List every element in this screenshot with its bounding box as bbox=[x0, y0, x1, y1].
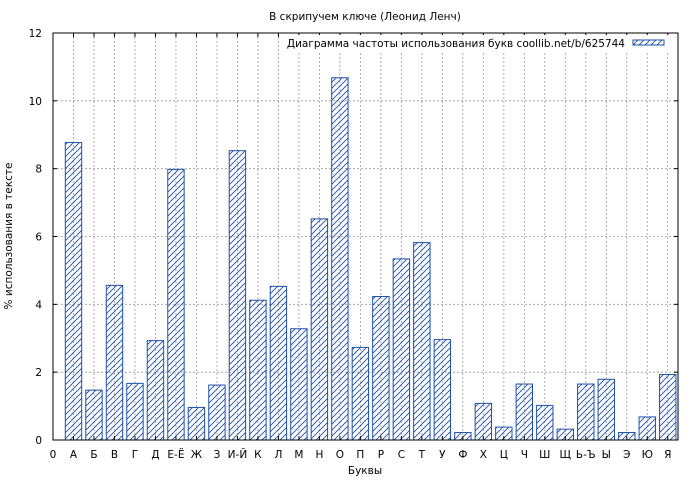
x-tick-label: 0 bbox=[50, 449, 57, 461]
x-tick-label: Ь-Ъ bbox=[576, 449, 596, 461]
bar bbox=[433, 339, 452, 441]
x-tick-label: Т bbox=[418, 449, 426, 461]
y-tick-label: 12 bbox=[29, 28, 42, 40]
bars bbox=[64, 77, 677, 441]
x-tick-label: Е-Ё bbox=[167, 448, 184, 461]
x-tick-label: Э bbox=[623, 449, 630, 461]
x-tick-label: Д bbox=[151, 449, 159, 461]
bar bbox=[392, 258, 411, 441]
x-tick-label: В bbox=[111, 449, 118, 461]
bar bbox=[536, 404, 554, 441]
x-tick-label: Я bbox=[664, 449, 671, 461]
x-axis-label: Буквы bbox=[348, 465, 382, 477]
y-axis-label: % использования в тексте bbox=[3, 163, 15, 310]
bar bbox=[146, 340, 165, 441]
bar bbox=[474, 402, 493, 441]
bar bbox=[372, 296, 390, 441]
x-tick-label: О bbox=[336, 449, 344, 461]
x-tick-label: Б bbox=[90, 449, 97, 461]
x-tick-label: Л bbox=[274, 449, 282, 461]
bar bbox=[659, 374, 677, 441]
x-tick-label: М bbox=[294, 449, 303, 461]
bar bbox=[577, 383, 595, 441]
y-tick-label: 4 bbox=[35, 299, 42, 311]
bar bbox=[515, 383, 534, 441]
tick-labels: 0 2 4 6 8 10 12 0 А Б В Г Д Е-Ё Ж З И-Й К Л М Н О П Р С Т У Ф Х Ц Ч Ш Щ Ь… bbox=[29, 28, 672, 461]
x-tick-label: Ы bbox=[602, 449, 611, 461]
bar bbox=[228, 150, 247, 441]
bar bbox=[85, 389, 103, 441]
x-tick-label: Ю bbox=[642, 449, 653, 461]
legend-background bbox=[282, 35, 674, 52]
x-tick-label: С bbox=[398, 449, 405, 461]
bar bbox=[413, 242, 431, 441]
x-tick-label: Ч bbox=[521, 449, 528, 461]
legend: Диаграмма частоты использования букв coo… bbox=[282, 35, 674, 52]
x-tick-label: Ц bbox=[500, 449, 508, 461]
x-tick-label: Щ bbox=[560, 449, 572, 461]
bar bbox=[64, 142, 83, 441]
bar bbox=[126, 382, 144, 441]
x-tick-label: Ф bbox=[458, 449, 467, 461]
x-tick-label: А bbox=[70, 449, 78, 461]
bar bbox=[331, 77, 349, 441]
x-tick-label: П bbox=[356, 449, 364, 461]
x-tick-label: З bbox=[214, 449, 221, 461]
y-tick-label: 10 bbox=[29, 96, 42, 108]
y-tick-label: 8 bbox=[35, 164, 42, 176]
bar bbox=[167, 168, 185, 441]
bar bbox=[310, 218, 329, 441]
bar bbox=[187, 406, 206, 441]
x-tick-label: У bbox=[439, 449, 446, 461]
chart-title: В скрипучем ключе (Леонид Ленч) bbox=[269, 11, 461, 23]
y-tick-label: 2 bbox=[35, 367, 42, 379]
bar bbox=[208, 384, 226, 441]
x-tick-label: И-Й bbox=[228, 448, 248, 461]
legend-swatch bbox=[632, 39, 665, 46]
bar bbox=[249, 299, 267, 441]
bar bbox=[269, 285, 288, 441]
x-tick-label: Ж bbox=[191, 449, 203, 461]
bar bbox=[290, 328, 308, 441]
x-tick-label: К bbox=[254, 449, 262, 461]
x-tick-label: Х bbox=[480, 449, 487, 461]
bar bbox=[105, 284, 124, 441]
bar bbox=[597, 378, 615, 441]
x-tick-label: Г bbox=[132, 449, 138, 461]
x-tick-label: Н bbox=[315, 449, 323, 461]
legend-label: Диаграмма частоты использования букв coo… bbox=[287, 38, 625, 50]
x-tick-label: Ш bbox=[539, 449, 550, 461]
y-tick-label: 6 bbox=[35, 232, 42, 244]
x-tick-label: Р bbox=[378, 449, 384, 461]
bar bbox=[351, 346, 370, 441]
y-tick-label: 0 bbox=[35, 435, 42, 447]
plot-frame bbox=[52, 32, 679, 441]
